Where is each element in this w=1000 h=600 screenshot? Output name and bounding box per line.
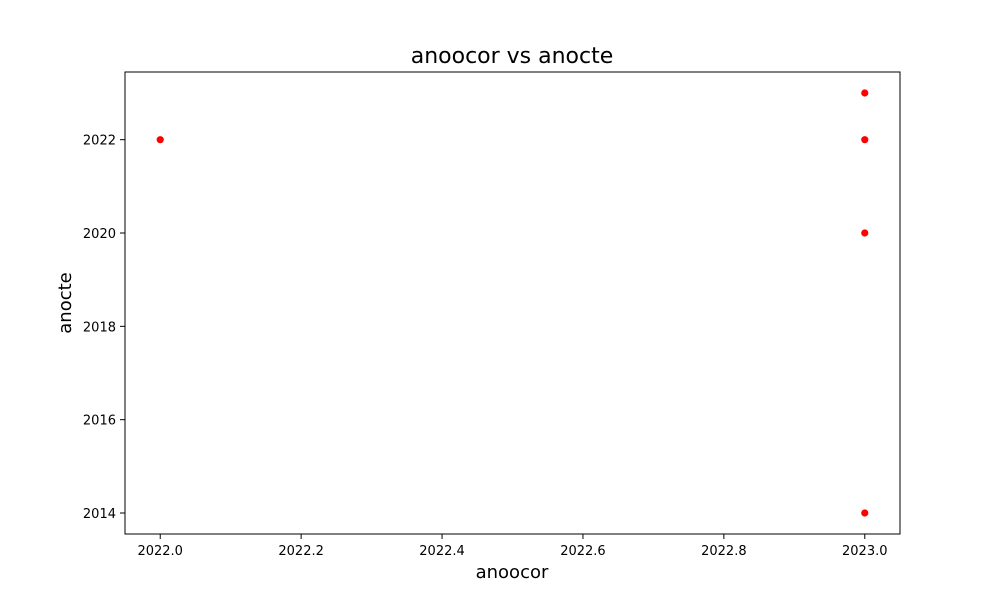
data-point: [861, 89, 869, 97]
x-axis-label: anoocor: [476, 562, 549, 583]
x-tick-label: 2022.2: [278, 544, 324, 559]
y-tick-label: 2022: [83, 134, 116, 149]
plot-area-frame: [124, 71, 901, 535]
data-point: [156, 136, 164, 144]
x-tick-label: 2023.0: [842, 544, 888, 559]
y-axis: 2014 2016 2018 2020 2022: [83, 134, 125, 522]
x-tick-label: 2022.0: [137, 544, 183, 559]
chart-title: anoocor vs anocte: [411, 44, 614, 69]
y-tick-label: 2020: [83, 227, 116, 242]
data-point: [861, 509, 869, 517]
data-points: [156, 89, 869, 517]
data-point: [861, 229, 869, 237]
x-tick-label: 2022.8: [701, 544, 747, 559]
y-tick-label: 2016: [83, 414, 116, 429]
data-point: [861, 136, 869, 144]
y-tick-label: 2018: [83, 320, 116, 335]
y-axis-label: anocte: [55, 272, 76, 333]
x-axis: 2022.0 2022.2 2022.4 2022.6 2022.8 2023.0: [137, 534, 888, 559]
x-tick-label: 2022.6: [560, 544, 606, 559]
x-tick-label: 2022.4: [419, 544, 465, 559]
y-tick-label: 2014: [83, 507, 116, 522]
